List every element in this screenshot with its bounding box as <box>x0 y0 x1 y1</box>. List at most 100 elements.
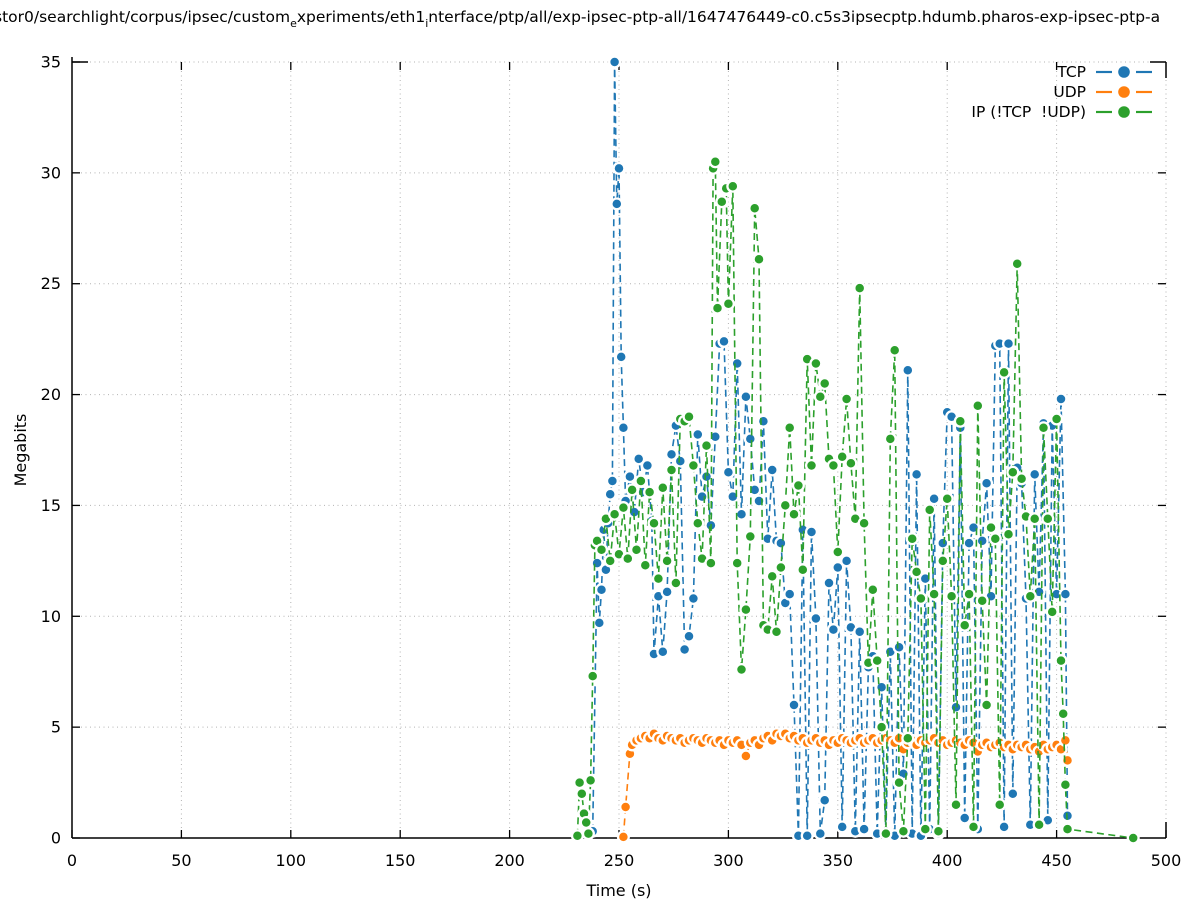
data-point <box>962 536 976 550</box>
data-point <box>682 410 696 424</box>
legend-item-udp: UDP <box>971 82 1153 102</box>
data-point <box>664 447 679 461</box>
data-point <box>875 720 889 734</box>
data-point <box>605 474 619 488</box>
data-point <box>1045 605 1059 619</box>
data-point <box>573 776 587 790</box>
y-tick-labels: 0 5 10 15 20 25 30 35 <box>41 53 61 848</box>
data-point <box>673 454 687 468</box>
data-point <box>656 645 670 659</box>
data-point <box>778 498 792 512</box>
data-point <box>715 195 729 209</box>
data-point <box>949 798 963 812</box>
data-point <box>888 343 902 357</box>
data-point <box>857 822 871 836</box>
data-point <box>752 494 766 508</box>
data-point <box>826 623 840 637</box>
data-point <box>721 465 735 479</box>
data-point <box>621 552 635 566</box>
data-point <box>809 611 823 626</box>
svg-text:200: 200 <box>494 851 525 870</box>
svg-text:0: 0 <box>51 829 61 848</box>
svg-text:15: 15 <box>41 496 61 515</box>
data-point <box>997 820 1011 834</box>
data-point <box>879 827 893 841</box>
data-point <box>682 629 696 643</box>
data-point <box>1058 778 1072 792</box>
title-text: stor0/searchlight/corpus/ipsec/custom <box>0 8 291 26</box>
data-point <box>958 618 972 632</box>
data-point <box>579 815 593 830</box>
data-point <box>892 640 906 654</box>
data-point <box>940 492 954 506</box>
data-point <box>840 554 854 568</box>
data-point <box>936 554 950 568</box>
data-point <box>603 487 617 501</box>
svg-text:0: 0 <box>67 851 77 870</box>
data-point <box>971 399 985 413</box>
data-point <box>608 55 622 69</box>
data-point <box>774 560 788 575</box>
svg-text:350: 350 <box>823 851 854 870</box>
data-point <box>896 824 910 838</box>
data-point <box>1006 787 1020 801</box>
data-point <box>612 161 626 175</box>
data-point <box>945 589 959 603</box>
data-point <box>691 516 705 530</box>
data-point <box>835 450 849 464</box>
data-point <box>647 516 661 530</box>
data-point <box>726 179 740 193</box>
data-point <box>1054 392 1068 406</box>
title-subscript: i <box>425 16 429 30</box>
data-point <box>962 587 976 601</box>
data-point <box>923 503 937 517</box>
data-point <box>949 700 963 714</box>
svg-text:20: 20 <box>41 385 61 404</box>
data-point <box>905 532 919 546</box>
data-point <box>787 507 801 521</box>
data-point <box>988 532 1002 546</box>
x-axis-label: Time (s) <box>586 881 652 900</box>
legend-sample-icon <box>1096 86 1152 98</box>
data-point <box>632 452 646 466</box>
data-point <box>818 376 832 391</box>
data-point <box>765 463 779 477</box>
legend-label: IP (!TCP !UDP) <box>971 103 1086 121</box>
svg-text:250: 250 <box>604 851 635 870</box>
data-point <box>581 827 595 841</box>
data-point <box>1058 587 1072 601</box>
data-point <box>826 458 840 473</box>
data-point <box>1028 467 1042 481</box>
legend-item-tcp: TCP <box>971 62 1153 82</box>
data-point <box>980 698 994 712</box>
data-point <box>575 787 589 801</box>
svg-text:300: 300 <box>713 851 744 870</box>
data-point <box>1023 589 1037 603</box>
svg-text:450: 450 <box>1041 851 1072 870</box>
data-point <box>616 501 630 515</box>
data-point <box>708 430 722 444</box>
data-point <box>1015 472 1029 486</box>
data-point <box>783 587 797 601</box>
svg-text:25: 25 <box>41 274 61 293</box>
data-point <box>699 470 714 484</box>
data-point <box>857 516 871 530</box>
data-point <box>739 603 753 617</box>
data-point <box>717 334 731 348</box>
data-point <box>910 565 924 579</box>
data-point <box>739 390 753 404</box>
data-point <box>752 252 766 266</box>
data-point <box>966 820 981 834</box>
data-point <box>796 563 810 577</box>
data-point <box>853 281 867 295</box>
data-point <box>616 421 630 435</box>
data-point <box>640 458 654 473</box>
svg-text:400: 400 <box>932 851 963 870</box>
data-point <box>831 545 845 559</box>
data-point <box>927 587 941 601</box>
series-ip-tcp-udp <box>570 155 1140 845</box>
data-point <box>1001 527 1016 541</box>
y-axis-label: Megabits <box>11 413 30 487</box>
data-point <box>592 616 606 630</box>
data-point <box>608 507 622 521</box>
